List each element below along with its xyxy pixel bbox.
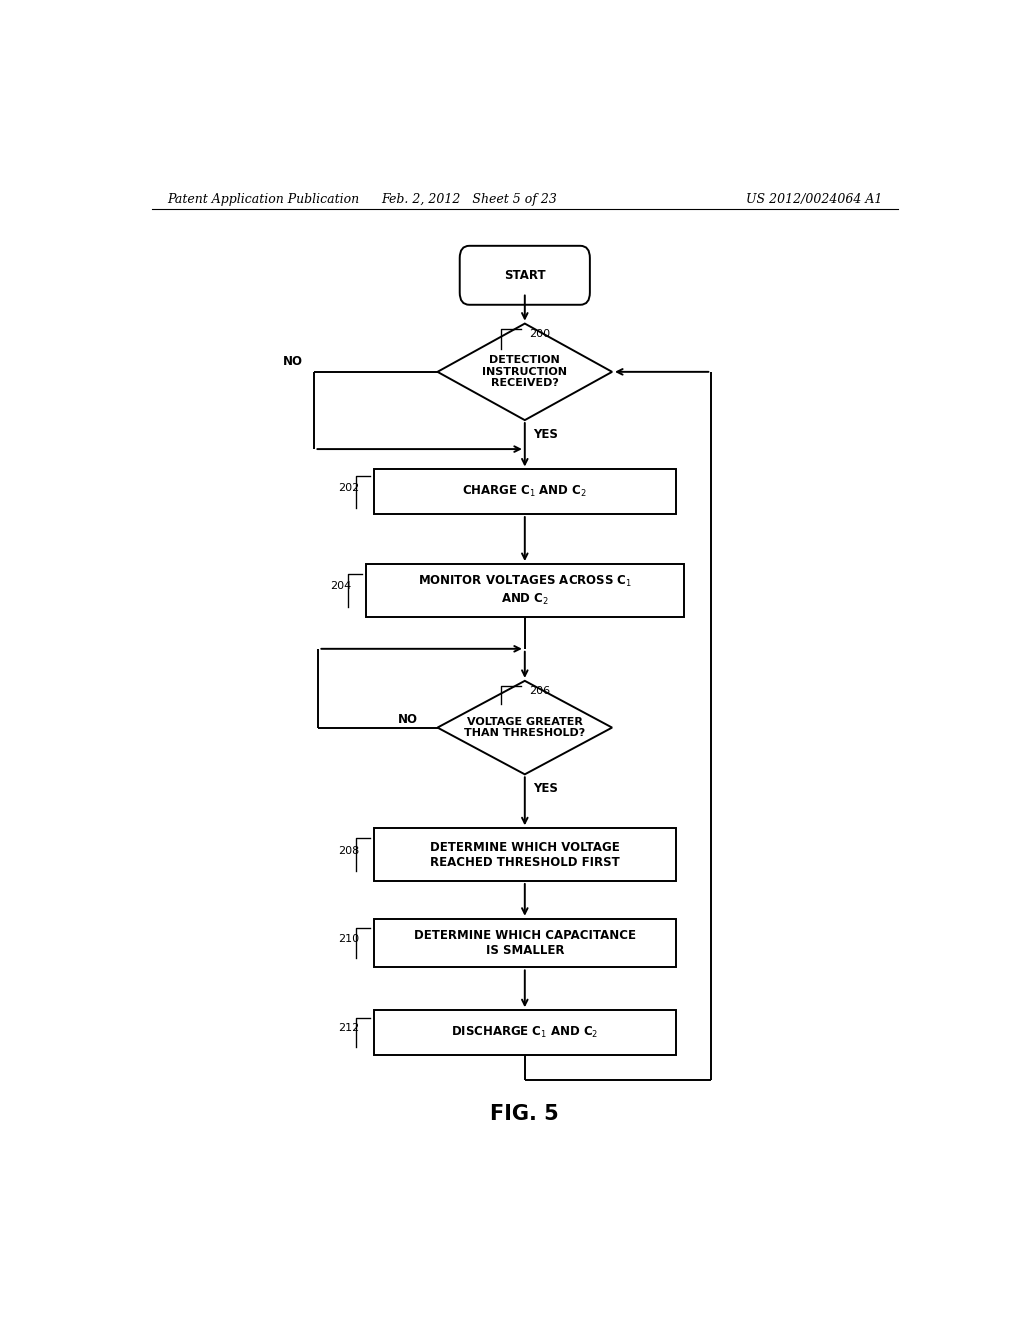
Bar (374, 1010, 676, 1055)
Text: Patent Application Publication: Patent Application Publication (168, 193, 359, 206)
Text: 202: 202 (339, 483, 359, 492)
Text: DISCHARGE C$_1$ AND C$_2$: DISCHARGE C$_1$ AND C$_2$ (452, 1024, 598, 1040)
Bar (374, 828, 676, 880)
Text: 204: 204 (331, 581, 352, 591)
Text: DETERMINE WHICH CAPACITANCE
IS SMALLER: DETERMINE WHICH CAPACITANCE IS SMALLER (414, 929, 636, 957)
Text: DETECTION
INSTRUCTION
RECEIVED?: DETECTION INSTRUCTION RECEIVED? (482, 355, 567, 388)
Text: DETERMINE WHICH VOLTAGE
REACHED THRESHOLD FIRST: DETERMINE WHICH VOLTAGE REACHED THRESHOL… (430, 841, 620, 869)
Text: YES: YES (532, 428, 558, 441)
Text: VOLTAGE GREATER
THAN THRESHOLD?: VOLTAGE GREATER THAN THRESHOLD? (464, 717, 586, 738)
Text: CHARGE C$_1$ AND C$_2$: CHARGE C$_1$ AND C$_2$ (463, 484, 587, 499)
Text: MONITOR VOLTAGES ACROSS C$_1$
AND C$_2$: MONITOR VOLTAGES ACROSS C$_1$ AND C$_2$ (418, 574, 632, 607)
Text: FIG. 5: FIG. 5 (490, 1104, 559, 1123)
FancyBboxPatch shape (460, 246, 590, 305)
Bar (374, 470, 676, 515)
Text: 206: 206 (528, 686, 550, 696)
Text: Feb. 2, 2012   Sheet 5 of 23: Feb. 2, 2012 Sheet 5 of 23 (381, 193, 557, 206)
Bar (374, 919, 676, 968)
Text: US 2012/0024064 A1: US 2012/0024064 A1 (745, 193, 882, 206)
Bar (367, 564, 684, 616)
Text: 208: 208 (339, 846, 359, 855)
Text: START: START (504, 269, 546, 281)
Text: NO: NO (397, 713, 418, 726)
Polygon shape (437, 681, 612, 775)
Text: 210: 210 (339, 935, 359, 944)
Text: 212: 212 (339, 1023, 359, 1034)
Polygon shape (437, 323, 612, 420)
Text: YES: YES (532, 783, 558, 796)
Text: NO: NO (283, 355, 303, 368)
Text: 200: 200 (528, 329, 550, 339)
